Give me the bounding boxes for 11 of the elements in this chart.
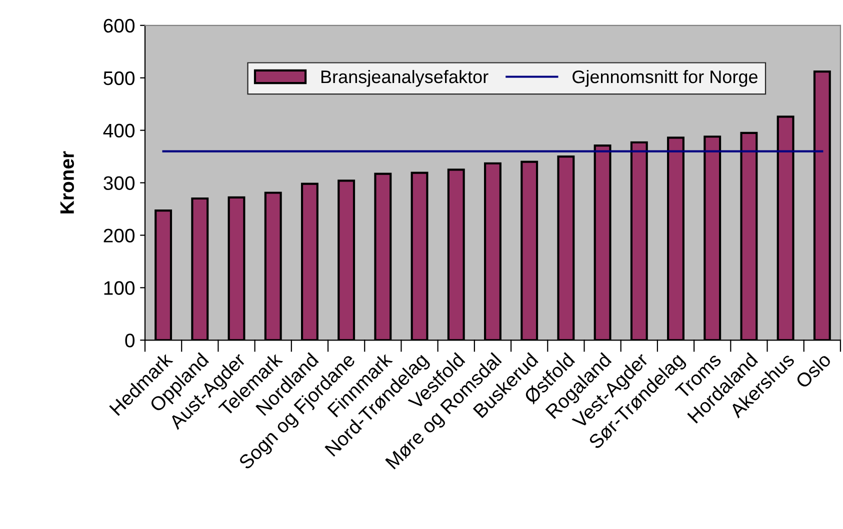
y-tick-label: 200 [104,228,135,242]
y-tick-label: 600 [104,18,135,33]
y-tick-label: 100 [104,281,135,295]
y-tick-label: 500 [104,71,135,86]
y-tick-label: 0 [125,334,135,348]
y-tick-label: 300 [104,176,135,190]
y-axis-title: Kroner [60,151,74,214]
legend-label: Bransjeanalysefaktor [321,70,488,87]
legend-label: Gjennomsnitt for Norge [572,70,758,87]
x-tick-label: Oslo [794,352,832,389]
y-tick-label: 400 [103,124,135,138]
